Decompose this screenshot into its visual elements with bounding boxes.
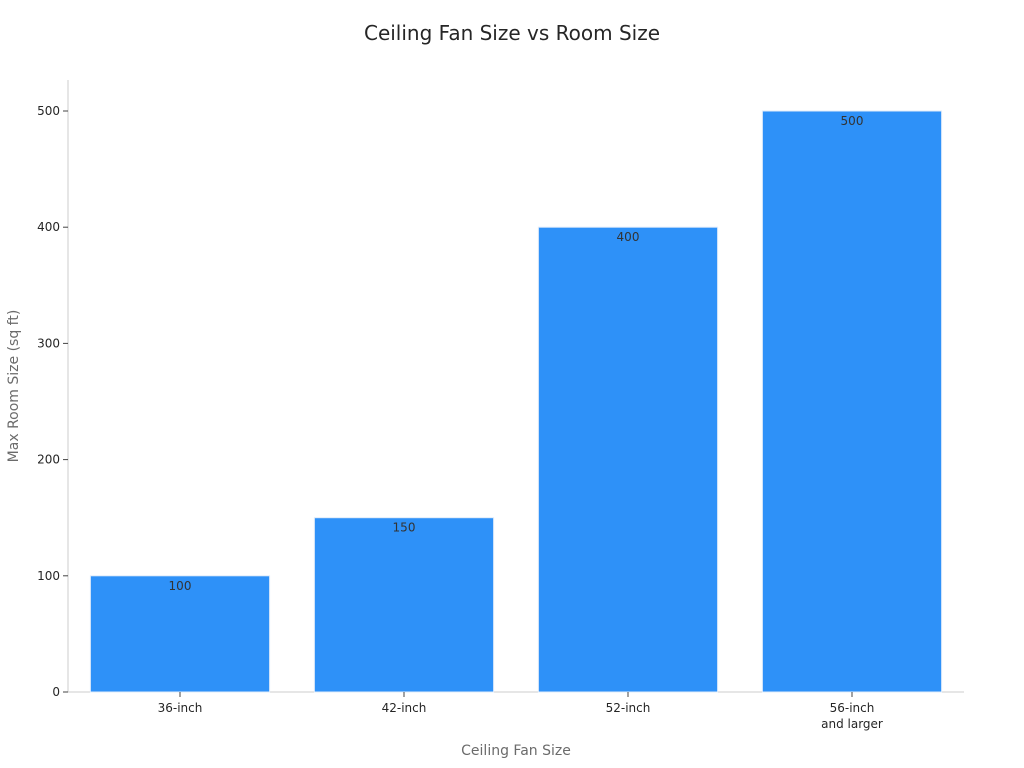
bar bbox=[761, 110, 943, 693]
y-axis-title: Max Room Size (sq ft) bbox=[6, 310, 22, 463]
bar-value-label: 150 bbox=[393, 521, 416, 535]
y-axis-ticks: 0 100 200 300 400 500 bbox=[37, 104, 68, 699]
bar bbox=[89, 575, 271, 693]
x-tick-label-line: 36-inch bbox=[158, 701, 203, 715]
bar-value-label: 100 bbox=[169, 579, 192, 593]
bar-value-label: 400 bbox=[617, 230, 640, 244]
y-tick-label: 200 bbox=[37, 453, 60, 467]
bar bbox=[537, 226, 719, 693]
bar bbox=[313, 517, 495, 693]
x-tick-label: 52-inch bbox=[606, 701, 651, 715]
x-axis-ticks: 36-inch 42-inch 52-inch 56-inch and larger bbox=[158, 692, 883, 731]
y-tick-label: 0 bbox=[52, 685, 60, 699]
x-tick-label-line: 56-inch bbox=[830, 701, 875, 715]
x-tick-label: 56-inch and larger bbox=[821, 701, 883, 731]
bar-value-label: 500 bbox=[841, 114, 864, 128]
y-tick-label: 400 bbox=[37, 220, 60, 234]
x-tick-label-line: 52-inch bbox=[606, 701, 651, 715]
x-tick-label-line: 42-inch bbox=[382, 701, 427, 715]
x-axis-title: Ceiling Fan Size bbox=[461, 743, 571, 759]
y-tick-label: 100 bbox=[37, 569, 60, 583]
bars-group: 100 150 400 500 bbox=[89, 110, 943, 693]
y-tick-label: 500 bbox=[37, 104, 60, 118]
x-tick-label: 42-inch bbox=[382, 701, 427, 715]
chart-title: Ceiling Fan Size vs Room Size bbox=[364, 21, 660, 45]
x-tick-label: 36-inch bbox=[158, 701, 203, 715]
y-tick-label: 300 bbox=[37, 336, 60, 350]
x-tick-label-line: and larger bbox=[821, 717, 883, 731]
